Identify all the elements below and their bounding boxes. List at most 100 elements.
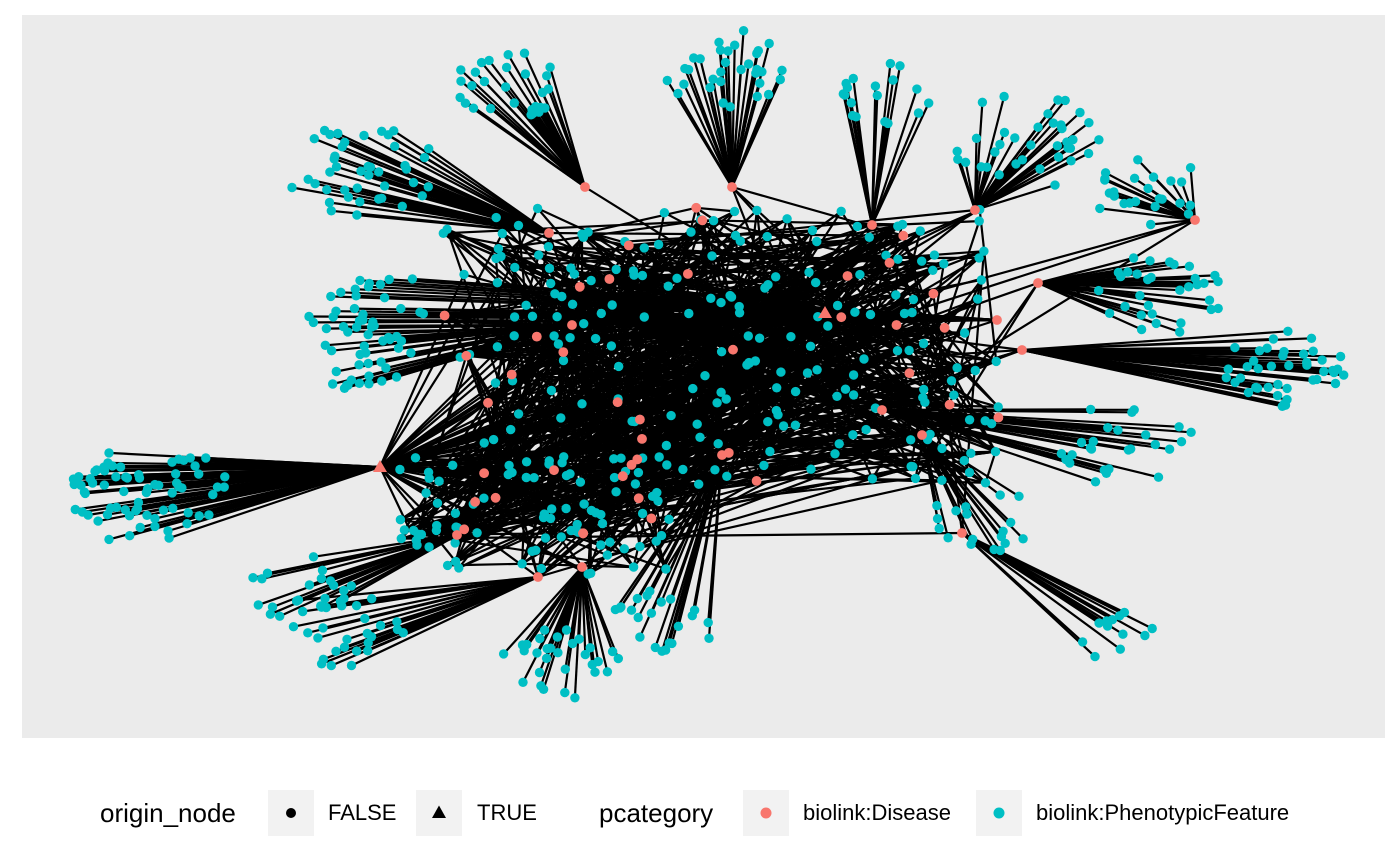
network-plot-panel xyxy=(22,15,1385,738)
phenotypic-feature-node xyxy=(513,220,524,231)
phenotypic-feature-node xyxy=(1109,187,1119,197)
network-edge xyxy=(682,83,733,188)
phenotypic-feature-node xyxy=(982,162,992,172)
phenotypic-feature-node xyxy=(201,453,211,463)
phenotypic-feature-node xyxy=(534,667,545,678)
phenotypic-feature-node xyxy=(540,533,551,543)
phenotypic-feature-node xyxy=(586,505,597,516)
network-edge xyxy=(695,206,856,314)
network-edge xyxy=(548,245,944,265)
phenotypic-feature-node xyxy=(384,274,394,285)
phenotypic-feature-node xyxy=(934,523,944,534)
phenotypic-feature-node xyxy=(782,214,792,224)
network-edge xyxy=(1037,281,1180,292)
network-edges xyxy=(73,30,1344,698)
network-edge xyxy=(425,311,826,495)
phenotypic-feature-node xyxy=(561,625,572,635)
phenotypic-feature-node xyxy=(1017,155,1028,165)
phenotypic-feature-node xyxy=(1129,405,1139,415)
phenotypic-feature-node xyxy=(773,410,783,420)
phenotypic-feature-node xyxy=(1057,123,1067,134)
phenotypic-feature-node xyxy=(143,484,153,494)
phenotypic-feature-node xyxy=(596,509,606,520)
phenotypic-feature-node xyxy=(686,227,696,237)
phenotypic-feature-node xyxy=(313,633,323,643)
phenotypic-feature-node xyxy=(367,594,377,604)
phenotypic-feature-node xyxy=(812,365,822,375)
phenotypic-feature-node xyxy=(79,487,90,497)
network-edge xyxy=(379,465,608,557)
phenotypic-feature-node xyxy=(580,649,590,660)
phenotypic-feature-node xyxy=(1262,343,1272,353)
phenotypic-feature-node xyxy=(895,61,905,71)
phenotypic-feature-node xyxy=(468,103,479,113)
phenotypic-feature-node xyxy=(168,503,178,513)
phenotypic-feature-node xyxy=(974,253,984,263)
phenotypic-feature-node xyxy=(547,504,557,514)
network-edge xyxy=(379,416,999,469)
phenotypic-feature-node xyxy=(401,164,412,174)
network-edge xyxy=(782,312,827,427)
phenotypic-feature-node xyxy=(303,174,313,184)
phenotypic-feature-node xyxy=(776,367,786,377)
phenotypic-feature-node xyxy=(759,460,769,471)
phenotypic-feature-node xyxy=(412,540,422,550)
phenotypic-feature-node xyxy=(532,203,543,214)
network-edge xyxy=(405,168,550,235)
network-edge xyxy=(472,107,586,188)
phenotypic-feature-node xyxy=(479,438,489,448)
phenotypic-feature-node xyxy=(716,387,726,397)
phenotypic-feature-node xyxy=(333,128,343,139)
network-edge xyxy=(378,273,466,468)
network-edge xyxy=(870,95,879,226)
disease-node xyxy=(578,528,588,539)
phenotypic-feature-node xyxy=(1118,629,1128,639)
phenotypic-feature-node xyxy=(542,71,552,81)
circle-icon xyxy=(286,808,296,818)
phenotypic-feature-node xyxy=(1135,290,1145,301)
phenotypic-feature-node xyxy=(337,142,347,152)
phenotypic-feature-node xyxy=(999,91,1009,102)
phenotypic-feature-node xyxy=(541,653,552,663)
phenotypic-feature-node xyxy=(730,40,740,50)
phenotypic-feature-node xyxy=(861,424,871,435)
phenotypic-feature-node xyxy=(363,330,373,340)
network-edge xyxy=(914,282,1039,479)
phenotypic-feature-node xyxy=(519,48,530,58)
phenotypic-feature-node xyxy=(665,594,676,604)
phenotypic-feature-node xyxy=(376,357,386,367)
phenotypic-feature-node xyxy=(560,687,570,698)
phenotypic-feature-node xyxy=(1103,423,1113,433)
disease-node xyxy=(1190,215,1200,225)
disease-node xyxy=(617,471,628,482)
phenotypic-feature-node xyxy=(1090,477,1101,487)
phenotypic-feature-node xyxy=(778,421,789,431)
phenotypic-feature-node xyxy=(937,443,947,454)
phenotypic-feature-node xyxy=(377,193,387,203)
phenotypic-feature-node xyxy=(346,581,357,591)
network-edge xyxy=(298,575,539,602)
network-edge xyxy=(443,219,714,235)
phenotypic-feature-node xyxy=(492,278,503,288)
disease-node xyxy=(580,182,590,192)
phenotypic-feature-node xyxy=(1308,346,1318,356)
network-edge xyxy=(729,106,734,188)
network-edge xyxy=(379,208,981,469)
phenotypic-feature-node xyxy=(664,638,674,648)
network-edge xyxy=(973,102,984,211)
disease-node xyxy=(957,528,967,538)
origin-disease-node xyxy=(818,306,832,318)
phenotypic-feature-node xyxy=(590,667,600,677)
phenotypic-feature-node xyxy=(406,348,416,358)
network-edge xyxy=(683,68,734,188)
phenotypic-feature-node xyxy=(364,379,374,389)
phenotypic-feature-node xyxy=(70,504,80,515)
phenotypic-feature-node xyxy=(836,206,846,216)
network-edge xyxy=(474,71,586,188)
phenotypic-feature-node xyxy=(757,67,767,77)
phenotypic-feature-node xyxy=(1000,538,1010,548)
phenotypic-feature-node xyxy=(363,358,373,369)
phenotypic-feature-node xyxy=(1308,375,1318,385)
network-edge xyxy=(512,311,826,382)
phenotypic-feature-node xyxy=(291,596,302,606)
